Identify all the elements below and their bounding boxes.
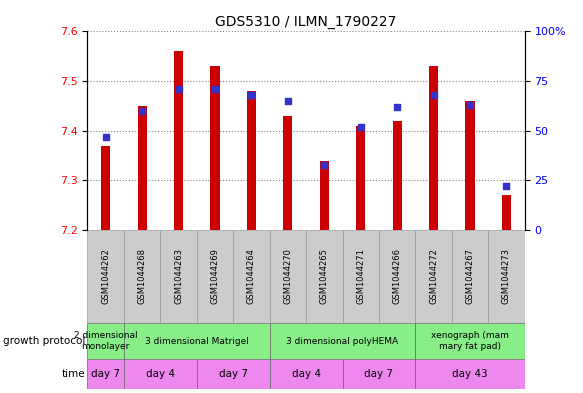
Bar: [101, 146, 110, 230]
Bar: [196, 230, 233, 323]
Bar: [415, 359, 525, 389]
Bar: [87, 230, 124, 323]
Bar: [343, 359, 415, 389]
Bar: [160, 230, 196, 323]
Bar: [210, 66, 220, 230]
Point: [465, 102, 475, 108]
Text: GSM1044272: GSM1044272: [429, 248, 438, 305]
Bar: [429, 66, 438, 230]
Point: [429, 92, 438, 98]
Text: GSM1044268: GSM1044268: [138, 248, 146, 305]
Text: xenograph (mam
mary fat pad): xenograph (mam mary fat pad): [431, 331, 509, 351]
Point: [283, 98, 293, 104]
Text: GSM1044263: GSM1044263: [174, 248, 183, 305]
Bar: [379, 230, 415, 323]
Text: 2 dimensional
monolayer: 2 dimensional monolayer: [74, 331, 138, 351]
Bar: [233, 230, 269, 323]
Text: day 7: day 7: [219, 369, 248, 379]
Point: [138, 108, 147, 114]
Point: [210, 86, 220, 92]
Point: [392, 104, 402, 110]
Text: day 7: day 7: [364, 369, 394, 379]
Bar: [269, 230, 306, 323]
Point: [502, 183, 511, 189]
Text: time: time: [62, 369, 86, 379]
Bar: [415, 323, 525, 359]
Bar: [196, 359, 269, 389]
Text: day 7: day 7: [91, 369, 120, 379]
Bar: [269, 323, 415, 359]
Text: GSM1044270: GSM1044270: [283, 248, 292, 305]
Bar: [343, 230, 379, 323]
Bar: [415, 230, 452, 323]
Bar: [87, 359, 124, 389]
Bar: [502, 195, 511, 230]
Bar: [269, 359, 343, 389]
Text: GSM1044273: GSM1044273: [502, 248, 511, 305]
Text: GSM1044269: GSM1044269: [210, 248, 219, 305]
Text: GSM1044265: GSM1044265: [320, 248, 329, 305]
Point: [319, 162, 329, 168]
Bar: [465, 101, 475, 230]
Bar: [283, 116, 293, 230]
Text: GSM1044271: GSM1044271: [356, 248, 365, 305]
Point: [356, 124, 366, 130]
Text: day 4: day 4: [146, 369, 175, 379]
Text: GSM1044267: GSM1044267: [466, 248, 475, 305]
Title: GDS5310 / ILMN_1790227: GDS5310 / ILMN_1790227: [215, 15, 397, 29]
Bar: [174, 51, 183, 230]
Bar: [247, 91, 256, 230]
Bar: [124, 359, 196, 389]
Bar: [356, 126, 366, 230]
Bar: [319, 161, 329, 230]
Point: [174, 86, 183, 92]
Text: day 43: day 43: [452, 369, 488, 379]
Text: growth protocol: growth protocol: [3, 336, 86, 346]
Bar: [124, 323, 269, 359]
Text: GSM1044262: GSM1044262: [101, 248, 110, 305]
Point: [247, 92, 256, 98]
Text: 3 dimensional Matrigel: 3 dimensional Matrigel: [145, 336, 249, 345]
Bar: [87, 323, 124, 359]
Text: 3 dimensional polyHEMA: 3 dimensional polyHEMA: [286, 336, 399, 345]
Text: day 4: day 4: [292, 369, 321, 379]
Bar: [392, 121, 402, 230]
Point: [101, 134, 110, 140]
Bar: [452, 230, 489, 323]
Bar: [306, 230, 343, 323]
Bar: [138, 106, 147, 230]
Text: GSM1044264: GSM1044264: [247, 248, 256, 305]
Bar: [489, 230, 525, 323]
Bar: [124, 230, 160, 323]
Text: GSM1044266: GSM1044266: [393, 248, 402, 305]
